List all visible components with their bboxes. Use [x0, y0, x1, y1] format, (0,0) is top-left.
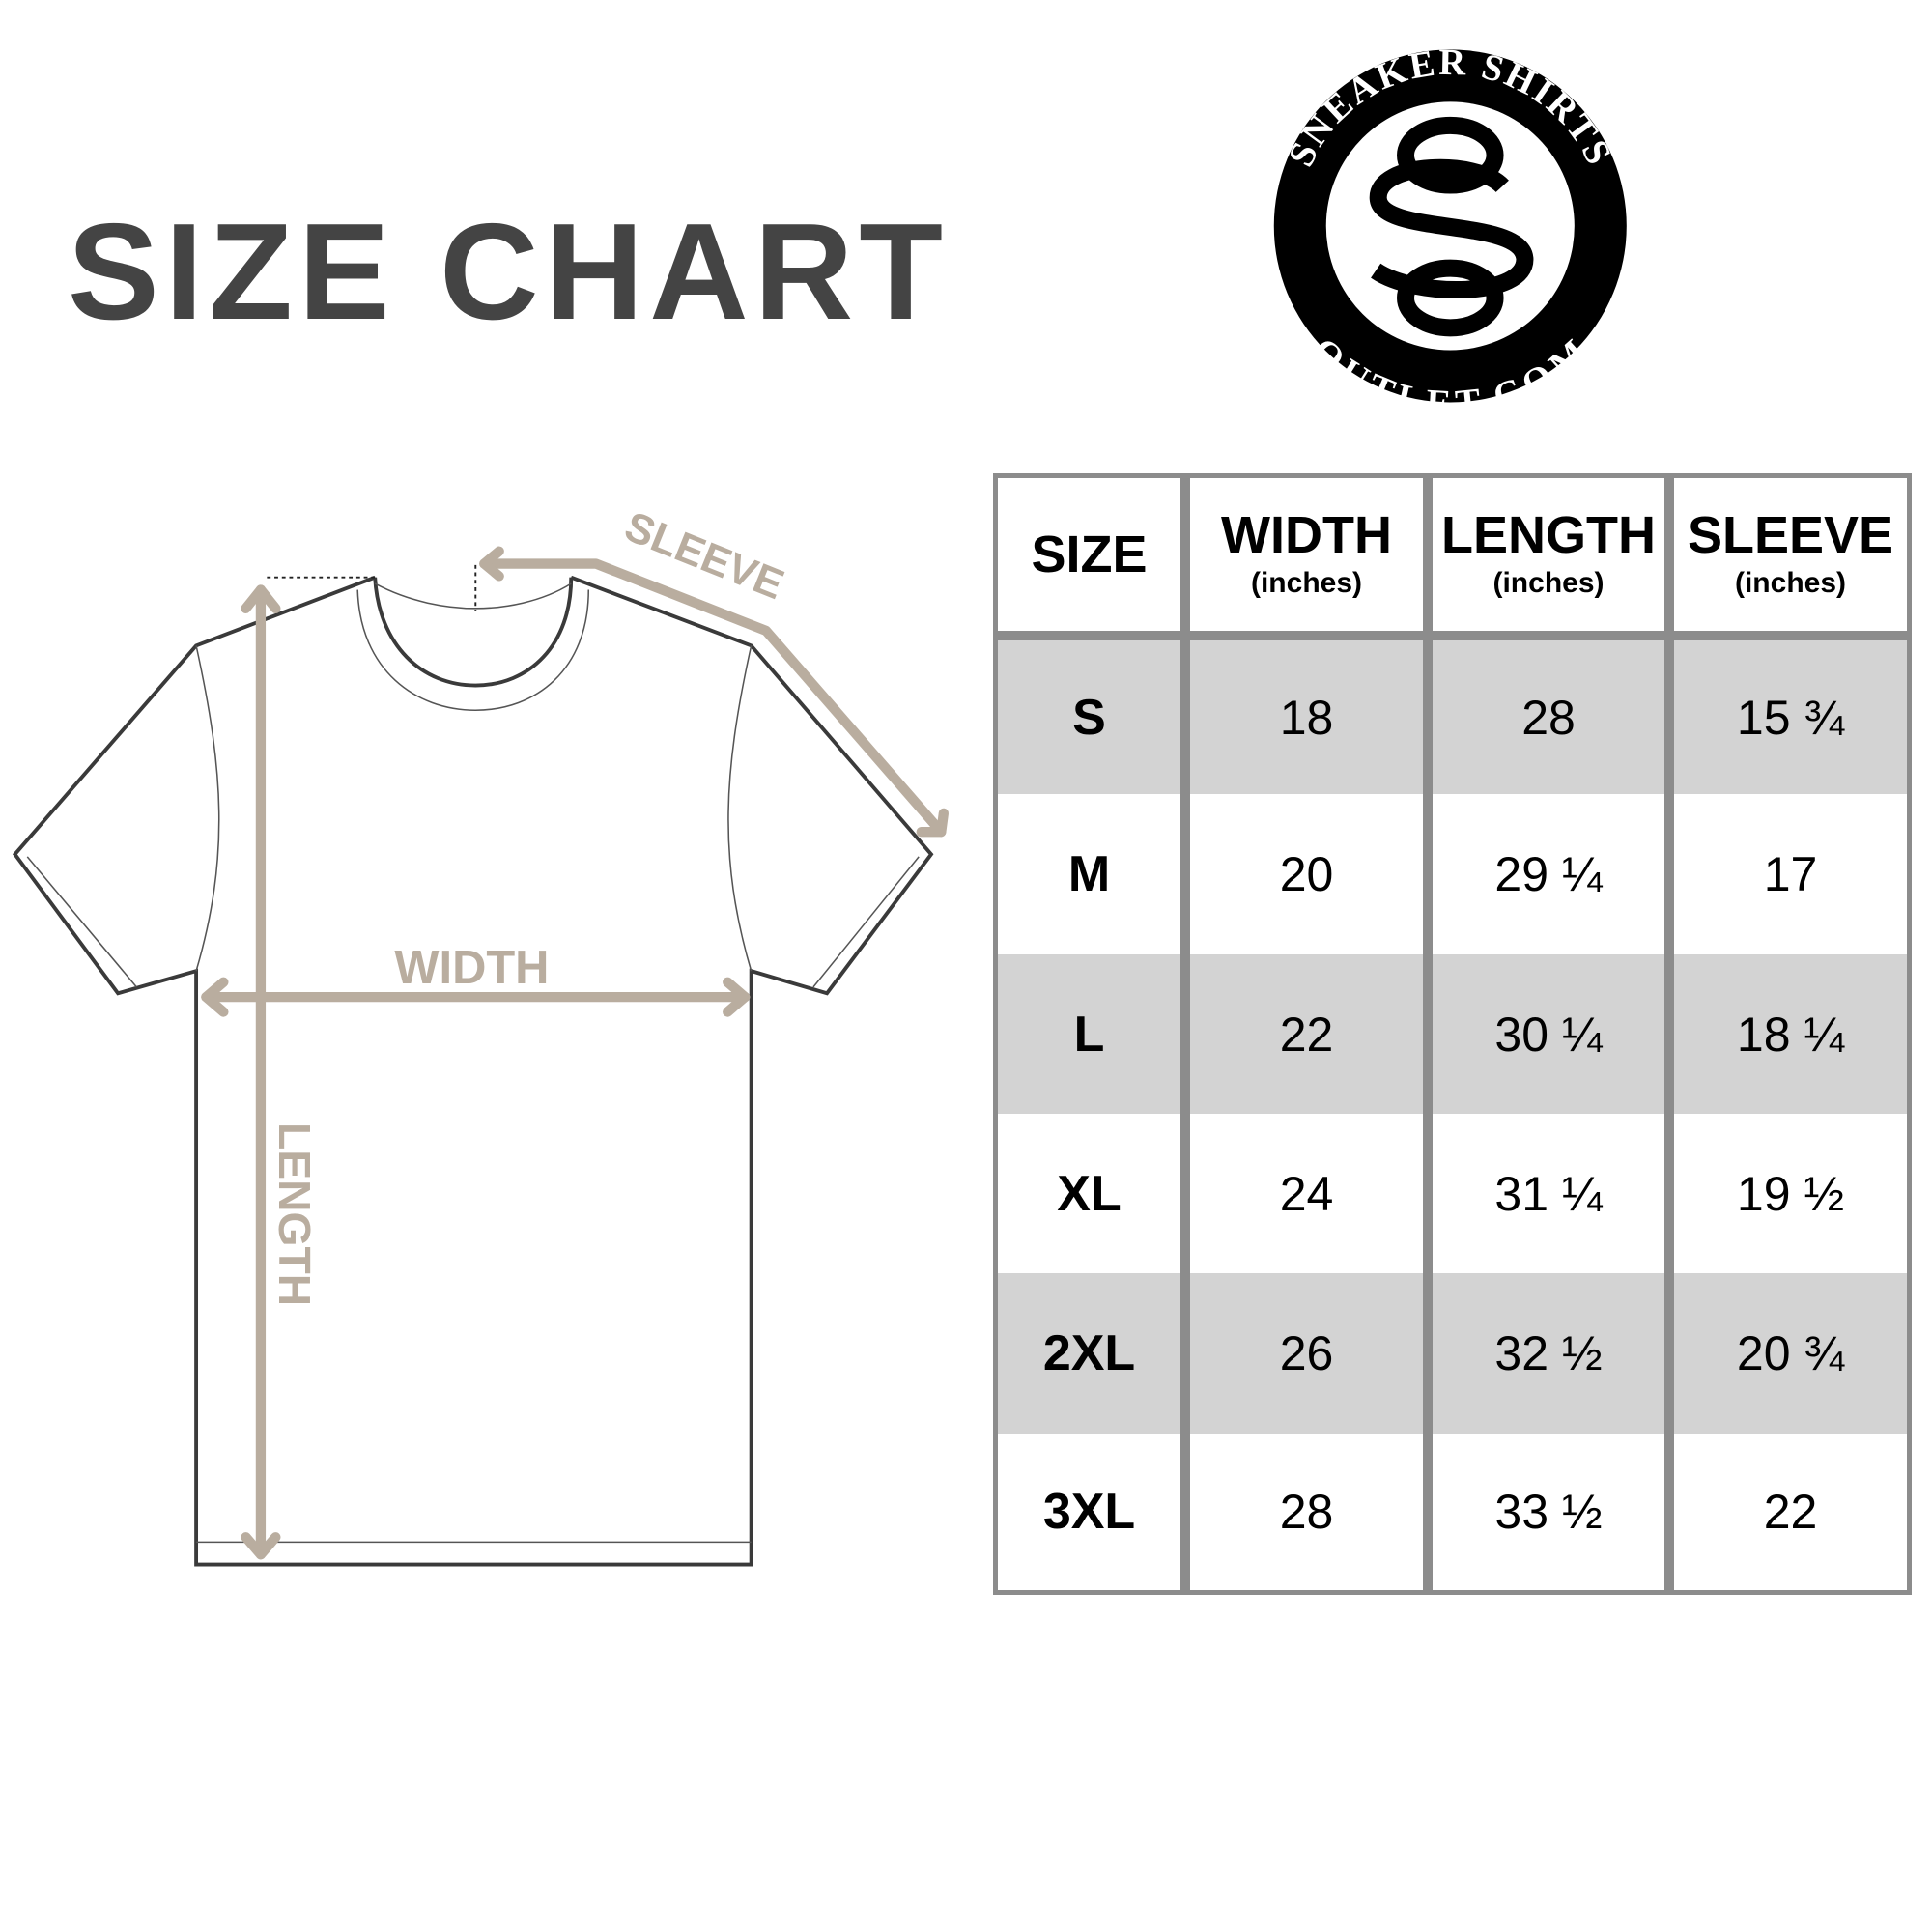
measurement-cell: 22: [1190, 954, 1423, 1114]
header-label: SLEEVE: [1687, 506, 1894, 564]
size-table: SIZE WIDTH (inches) LENGTH (inches) SLEEVE (in…: [993, 473, 1912, 1595]
measurement-cell: 22: [1674, 1434, 1907, 1590]
header-label: LENGTH: [1441, 506, 1656, 564]
sleeve-label: SLEEVE: [618, 502, 790, 609]
measurement-cell: 20 ¾: [1674, 1273, 1907, 1434]
width-label: WIDTH: [394, 942, 549, 994]
measurement-cell: 30 ¼: [1433, 954, 1664, 1114]
size-cell: S: [998, 640, 1180, 794]
measurement-cell: 20: [1190, 794, 1423, 954]
measurement-cell: 32 ½: [1433, 1273, 1664, 1434]
column-header-width: WIDTH (inches): [1190, 478, 1423, 631]
sleeve-arrow: [479, 546, 950, 838]
length-label: LENGTH: [270, 1122, 320, 1306]
tshirt-outline: [12, 575, 934, 1567]
length-arrow: [241, 584, 281, 1560]
header-label: SIZE: [1031, 526, 1148, 583]
size-cell: L: [998, 954, 1180, 1114]
measurement-cell: 17: [1674, 794, 1907, 954]
header-unit: (inches): [1492, 567, 1605, 599]
measurement-cell: 15 ¾: [1674, 640, 1907, 794]
header-unit: (inches): [1734, 567, 1847, 599]
size-cell: 2XL: [998, 1273, 1180, 1434]
brand-logo: SNEAKER SHIRTS OUTLET.COM: [1273, 43, 1627, 424]
measurement-cell: 19 ½: [1674, 1114, 1907, 1273]
page-title: SIZE CHART: [68, 195, 949, 349]
column-header-size: SIZE: [998, 478, 1180, 631]
measurement-cell: 28: [1190, 1434, 1423, 1590]
width-arrow: [201, 977, 751, 1017]
measurement-cell: 28: [1433, 640, 1664, 794]
measurement-cell: 31 ¼: [1433, 1114, 1664, 1273]
header-unit: (inches): [1250, 567, 1363, 599]
measurement-cell: 33 ½: [1433, 1434, 1664, 1590]
header-label: WIDTH: [1221, 506, 1392, 564]
measurement-cell: 18 ¼: [1674, 954, 1907, 1114]
column-header-sleeve: SLEEVE (inches): [1674, 478, 1907, 631]
measurement-cell: 18: [1190, 640, 1423, 794]
measurement-cell: 24: [1190, 1114, 1423, 1273]
size-cell: M: [998, 794, 1180, 954]
size-cell: XL: [998, 1114, 1180, 1273]
measurement-cell: 29 ¼: [1433, 794, 1664, 954]
column-header-length: LENGTH (inches): [1433, 478, 1664, 631]
size-cell: 3XL: [998, 1434, 1180, 1590]
measurement-cell: 26: [1190, 1273, 1423, 1434]
